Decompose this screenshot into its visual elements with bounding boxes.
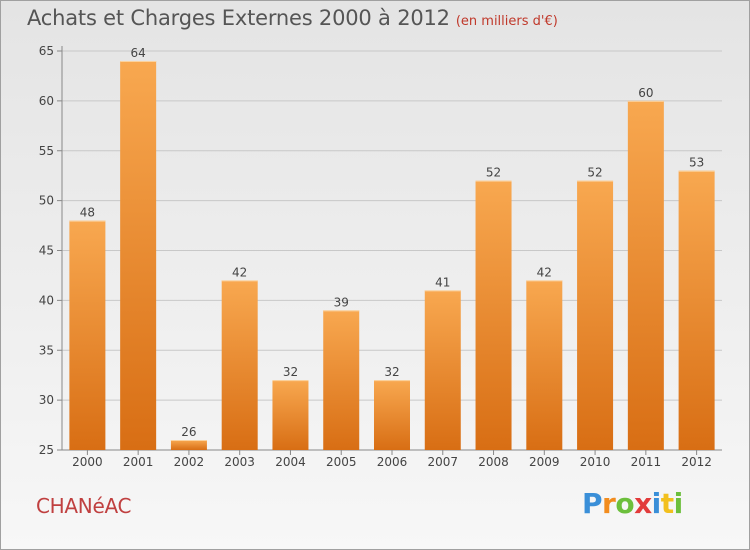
x-tick-label: 2001 [123,455,154,469]
chart-title: Achats et Charges Externes 2000 à 2012 (e… [27,6,558,30]
bars [69,60,715,451]
brand-letter: x [634,487,652,520]
x-tick-label: 2009 [529,455,560,469]
y-tick-label: 50 [39,194,54,208]
x-tick-label: 2006 [377,455,408,469]
y-tick-label: 55 [39,144,54,158]
brand-letter: P [582,487,603,520]
bar [627,100,664,450]
data-label: 42 [537,265,552,279]
brand-letter: o [615,487,635,520]
data-label: 48 [80,206,95,220]
x-tick-label: 2005 [326,455,357,469]
data-label: 32 [283,365,298,379]
x-tick-label: 2000 [72,455,103,469]
x-tick-label: 2012 [681,455,712,469]
y-tick-label: 40 [39,293,54,307]
bar [374,380,410,450]
proxiti-logo: Proxiti [582,487,683,520]
bar [221,280,258,450]
x-tick-label: 2011 [631,455,662,469]
x-tick-label: 2003 [224,455,255,469]
data-labels: 48 64 26 42 32 39 32 41 52 42 52 60 53 [80,46,705,439]
bar [577,180,614,451]
chart-subtitle: (en milliers d'€) [455,14,558,29]
data-label: 52 [486,166,501,180]
bar [424,290,461,450]
y-tick-label: 45 [39,244,54,258]
location-label: CHANéAC [36,494,132,518]
bar [69,220,106,450]
data-label: 42 [232,265,247,279]
tick-labels: 25 30 35 40 45 50 55 60 65 2000 2001 2002 2003 2004 20… [39,44,712,469]
y-tick-label: 60 [39,94,54,108]
bar [475,180,512,451]
bar [323,310,360,450]
brand-letter: t [660,487,674,520]
x-tick-label: 2002 [174,455,205,469]
bar [272,380,309,450]
data-label: 32 [384,365,399,379]
bar [678,170,715,450]
bar [170,440,207,450]
data-label: 52 [587,166,602,180]
x-tick-label: 2007 [427,455,458,469]
y-tick-label: 30 [39,393,54,407]
chart-title-text: Achats et Charges Externes 2000 à 2012 [27,6,450,30]
grid-lines [62,50,722,401]
data-label: 53 [689,156,704,170]
data-label: 41 [435,275,450,289]
x-tick-label: 2010 [580,455,611,469]
x-tick-label: 2004 [275,455,306,469]
data-label: 60 [638,86,653,100]
brand-letter: r [602,487,616,520]
brand-letter: i [673,487,684,520]
data-label: 26 [181,425,196,439]
brand-letter: i [651,487,662,520]
bar [526,280,563,450]
y-tick-label: 25 [39,443,54,457]
data-label: 39 [334,295,349,309]
y-tick-label: 65 [39,44,54,58]
bar [120,60,157,450]
x-tick-label: 2008 [478,455,509,469]
data-label: 64 [131,46,146,60]
y-tick-label: 35 [39,343,54,357]
